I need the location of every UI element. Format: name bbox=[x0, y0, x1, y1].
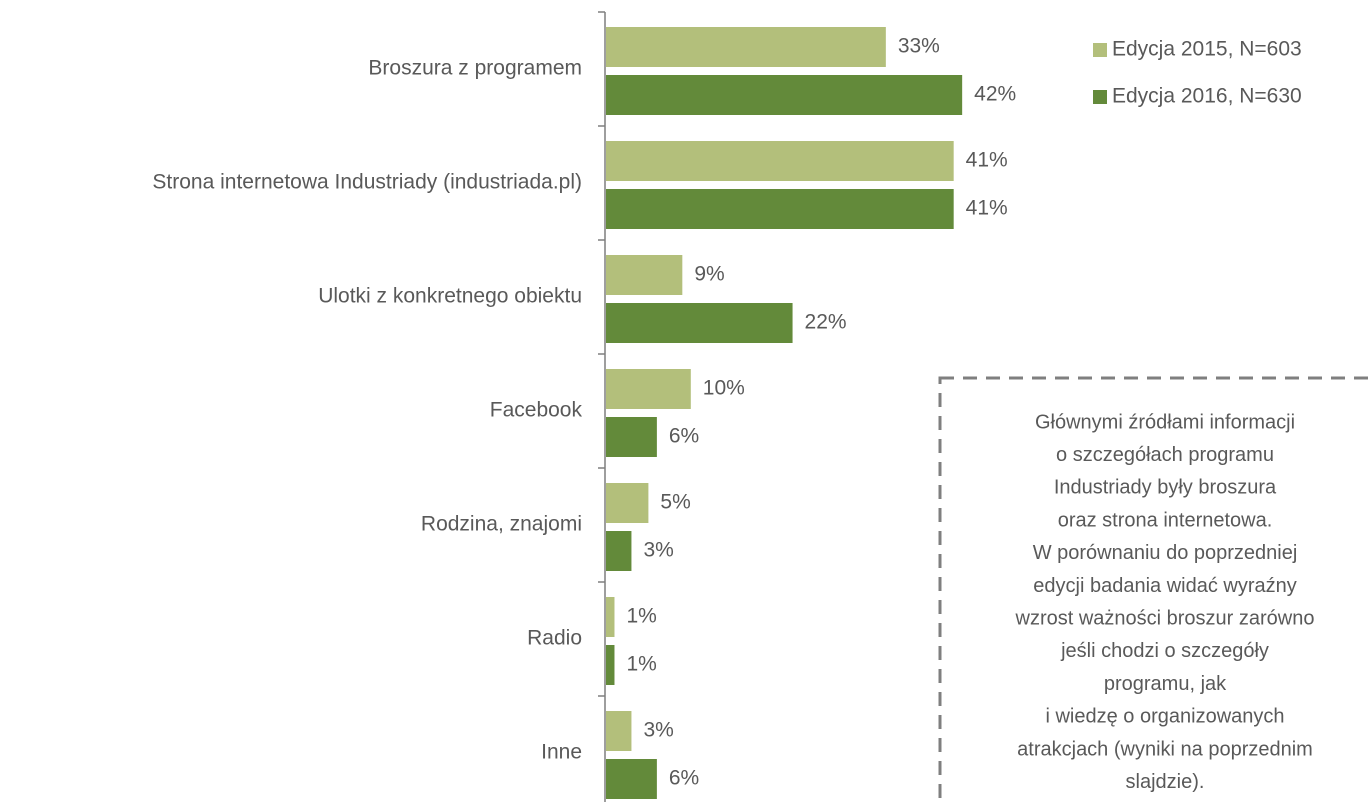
bar bbox=[606, 75, 963, 115]
value-label: 10% bbox=[703, 377, 745, 400]
legend-label: Edycja 2016, N=630 bbox=[1112, 85, 1302, 108]
bar bbox=[606, 759, 657, 799]
annotation-line: wzrost ważności broszur zarówno bbox=[1015, 607, 1315, 629]
category-label: Facebook bbox=[490, 399, 583, 422]
bar bbox=[606, 141, 954, 181]
bar bbox=[606, 303, 793, 343]
value-label: 1% bbox=[626, 605, 656, 628]
bar bbox=[606, 645, 615, 685]
category-label: Rodzina, znajomi bbox=[421, 513, 582, 536]
value-label: 3% bbox=[643, 539, 673, 562]
annotation-line: o szczegółach programu bbox=[1056, 444, 1274, 466]
value-label: 5% bbox=[660, 491, 690, 514]
category-label: Broszura z programem bbox=[368, 57, 582, 80]
bar bbox=[606, 597, 615, 637]
bar bbox=[606, 189, 954, 229]
value-label: 33% bbox=[898, 35, 940, 58]
bar bbox=[606, 369, 691, 409]
bar bbox=[606, 27, 886, 67]
annotation-line: W porównaniu do poprzedniej bbox=[1033, 542, 1298, 564]
bar bbox=[606, 255, 683, 295]
value-label: 9% bbox=[694, 263, 724, 286]
annotation-line: Głównymi źródłami informacji bbox=[1035, 411, 1295, 433]
bar bbox=[606, 417, 657, 457]
annotation-line: Industriady były broszura bbox=[1054, 477, 1277, 499]
annotation-line: oraz strona internetowa. bbox=[1058, 509, 1273, 531]
value-label: 1% bbox=[626, 653, 656, 676]
category-label: Inne bbox=[541, 741, 582, 764]
legend-swatch bbox=[1093, 43, 1107, 57]
value-label: 42% bbox=[974, 83, 1016, 106]
bar bbox=[606, 711, 632, 751]
category-label: Ulotki z konkretnego obiektu bbox=[318, 285, 582, 308]
bar bbox=[606, 483, 649, 523]
value-label: 41% bbox=[966, 197, 1008, 220]
legend-swatch bbox=[1093, 90, 1107, 104]
value-label: 6% bbox=[669, 767, 699, 790]
annotation-line: slajdzie). bbox=[1126, 771, 1205, 793]
bar bbox=[606, 531, 632, 571]
value-label: 6% bbox=[669, 425, 699, 448]
value-label: 3% bbox=[643, 719, 673, 742]
annotation-line: programu, jak bbox=[1104, 673, 1227, 695]
value-label: 22% bbox=[805, 311, 847, 334]
category-label: Strona internetowa Industriady (industri… bbox=[152, 171, 582, 194]
category-label: Radio bbox=[527, 627, 582, 650]
annotation-line: jeśli chodzi o szczegóły bbox=[1060, 640, 1269, 662]
annotation-line: i wiedzę o organizowanych bbox=[1045, 706, 1284, 728]
annotation-line: edycji badania widać wyraźny bbox=[1033, 575, 1296, 597]
annotation-box bbox=[938, 376, 1372, 802]
legend-label: Edycja 2015, N=603 bbox=[1112, 38, 1302, 61]
value-label: 41% bbox=[966, 149, 1008, 172]
annotation-line: atrakcjach (wyniki na poprzednim bbox=[1017, 738, 1313, 760]
